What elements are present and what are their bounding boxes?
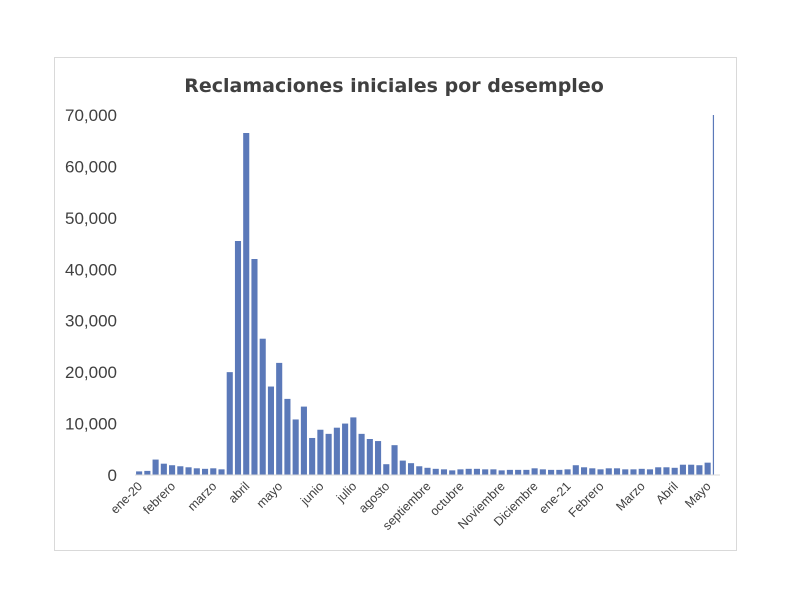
x-tick-label: Mayo xyxy=(682,479,714,511)
bar xyxy=(300,406,307,475)
y-tick-label: 60,000 xyxy=(65,157,117,176)
bar xyxy=(457,469,464,475)
bar xyxy=(259,338,266,475)
bar xyxy=(638,468,645,475)
y-tick-label: 70,000 xyxy=(65,106,117,125)
bar xyxy=(210,468,217,475)
x-tick-label: julio xyxy=(333,479,359,505)
bar xyxy=(679,464,686,475)
bar xyxy=(350,417,357,475)
bar xyxy=(391,445,398,475)
bar xyxy=(193,468,200,475)
x-tick-label: Abril xyxy=(653,479,681,507)
bar xyxy=(416,466,423,475)
bar xyxy=(251,259,258,475)
bar xyxy=(358,433,365,475)
bar xyxy=(284,398,291,475)
bar xyxy=(655,467,662,475)
x-tick-label: febrero xyxy=(140,479,178,517)
bar xyxy=(712,115,715,475)
bar xyxy=(309,437,316,475)
bar xyxy=(622,469,629,475)
bar-chart: Reclamaciones iniciales por desempleo 0 1… xyxy=(65,75,720,533)
bar xyxy=(317,429,324,475)
chart-title: Reclamaciones iniciales por desempleo xyxy=(184,75,604,97)
y-tick-label: 40,000 xyxy=(65,260,117,279)
chart-area: Reclamaciones iniciales por desempleo 0 1… xyxy=(54,57,737,551)
bar xyxy=(515,469,522,475)
x-tick-label: Marzo xyxy=(613,479,647,513)
x-tick-label: agosto xyxy=(356,479,392,515)
bar xyxy=(597,469,604,475)
bar xyxy=(663,467,670,475)
bar xyxy=(432,468,439,475)
bar xyxy=(671,467,678,475)
bar xyxy=(160,463,167,475)
bars xyxy=(136,115,715,475)
bar xyxy=(498,470,505,475)
bar xyxy=(399,460,406,475)
x-tick-label: Febrero xyxy=(566,479,607,520)
bar xyxy=(490,469,497,475)
bar xyxy=(152,459,159,475)
y-tick-label: 20,000 xyxy=(65,363,117,382)
bar xyxy=(548,469,555,475)
bar xyxy=(440,469,448,475)
bar xyxy=(169,465,176,475)
bar xyxy=(473,468,480,475)
bar xyxy=(424,467,431,475)
bar xyxy=(185,467,192,475)
x-tick-label: junio xyxy=(297,479,326,508)
bar xyxy=(234,241,242,475)
bar xyxy=(688,464,695,475)
y-tick-label: 50,000 xyxy=(65,209,117,228)
y-tick-label: 10,000 xyxy=(65,415,117,434)
bar xyxy=(276,362,283,475)
x-tick-label: marzo xyxy=(185,479,219,513)
y-axis: 0 10,000 20,000 30,000 40,000 50,000 60,000 70,… xyxy=(65,106,117,485)
y-tick-label: 0 xyxy=(108,466,117,485)
x-tick-label: octubre xyxy=(427,479,466,518)
bar xyxy=(482,469,489,475)
bar xyxy=(407,463,415,475)
bar xyxy=(572,465,579,475)
bar xyxy=(523,469,530,475)
bar xyxy=(201,468,209,475)
bar xyxy=(267,386,274,475)
bar xyxy=(325,433,332,475)
bar xyxy=(704,462,711,475)
bar xyxy=(646,469,654,475)
bar xyxy=(581,467,588,475)
bar xyxy=(630,469,637,475)
bar xyxy=(613,468,621,475)
bar xyxy=(465,468,472,475)
bar xyxy=(243,133,250,475)
bar xyxy=(136,471,143,475)
bar xyxy=(531,468,538,475)
bar xyxy=(556,469,563,475)
bar xyxy=(366,439,373,475)
bar xyxy=(449,470,456,475)
y-tick-label: 30,000 xyxy=(65,312,117,331)
x-tick-label: mayo xyxy=(254,479,286,511)
bar xyxy=(383,464,390,475)
bar xyxy=(375,441,382,475)
bar xyxy=(226,372,233,475)
bar xyxy=(506,469,513,475)
bar xyxy=(292,419,299,475)
bar xyxy=(589,468,596,475)
bar xyxy=(564,469,571,475)
bar xyxy=(539,469,546,475)
x-tick-label: abril xyxy=(226,479,253,506)
bar xyxy=(218,469,225,475)
bar xyxy=(696,465,703,475)
bar xyxy=(333,427,340,475)
bar xyxy=(177,466,184,475)
bar xyxy=(342,423,349,475)
bar xyxy=(144,470,151,475)
bar xyxy=(605,468,612,475)
